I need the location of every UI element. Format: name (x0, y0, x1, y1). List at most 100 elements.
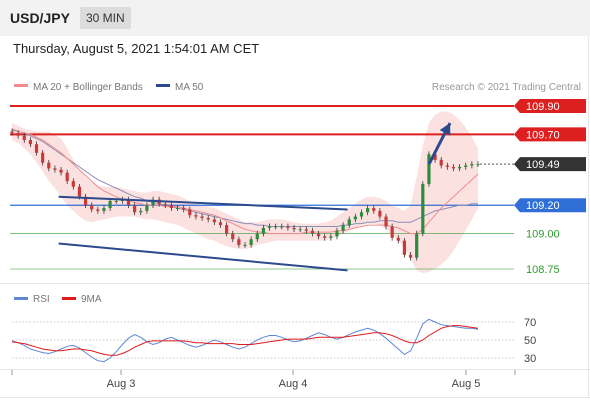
candle-body (427, 154, 431, 184)
candle-body (231, 233, 235, 240)
x-tick-label: Aug 4 (279, 378, 308, 390)
candle-body (16, 132, 20, 136)
candle-body (298, 229, 302, 231)
candle-body (237, 239, 241, 245)
rsi-tick-label: 70 (524, 317, 536, 329)
channel-trendline (58, 242, 348, 272)
candle-body (200, 216, 204, 218)
pivot-badge (514, 198, 586, 213)
support-level-label: 109.00 (526, 229, 560, 241)
candle-body (71, 181, 75, 187)
resistance-level-label: 109.70 (526, 129, 560, 141)
candle-body (415, 233, 419, 258)
candle-body (390, 226, 394, 238)
ma20-legend-swatch (14, 84, 28, 87)
projection-arrowhead (439, 123, 451, 136)
candle-body (372, 208, 376, 211)
rsi-ma-line (11, 325, 479, 356)
ma20-legend-label: MA 20 + Bollinger Bands (33, 82, 143, 93)
x-tick-label: Aug 3 (107, 378, 136, 390)
candle-body (182, 208, 186, 210)
resistance-badge (514, 127, 586, 142)
candle-body (22, 135, 26, 141)
rsi-tick-label: 50 (524, 335, 536, 347)
ma20-line (11, 128, 479, 235)
ma50-legend-swatch (156, 84, 170, 87)
panel-divider (0, 283, 590, 284)
candle-body (316, 233, 321, 237)
channel-trendline (58, 195, 348, 211)
candle-body (366, 208, 370, 213)
candle-body (347, 219, 351, 226)
bollinger-band (12, 111, 478, 274)
candle-body (225, 225, 229, 234)
candle-body (34, 144, 39, 153)
candle-body (212, 219, 216, 223)
rsi-legend-label: RSI (33, 294, 50, 305)
candle-body (90, 205, 94, 210)
candle-body (286, 226, 290, 228)
rsi-tick-label: 30 (524, 353, 536, 365)
candle-body (267, 226, 272, 228)
candle-body (470, 164, 474, 166)
copyright-credit: Research © 2021 Trading Central (432, 82, 581, 93)
candle-body (458, 166, 462, 169)
candle-body (59, 169, 63, 173)
candle-body (163, 203, 167, 206)
candle-body (402, 240, 407, 255)
candle-body (151, 199, 155, 206)
candle-body (188, 209, 192, 216)
candle-body (304, 229, 308, 231)
candle-body (194, 215, 198, 217)
candle-body (28, 140, 32, 145)
candle-body (274, 226, 278, 228)
candle-body (359, 212, 364, 217)
candle-body (329, 236, 333, 238)
resistance-badge (514, 99, 586, 113)
candle-body (41, 152, 45, 163)
rsi-line (11, 318, 479, 363)
candle-body (133, 205, 137, 213)
candle-body (53, 168, 57, 170)
candle-body (243, 244, 247, 246)
candle-body (396, 237, 400, 241)
candle-body (47, 162, 51, 169)
candle-body (10, 131, 14, 133)
candle-body (439, 159, 443, 166)
candle-body (310, 230, 315, 234)
support-level-label: 108.75 (526, 264, 560, 276)
candle-body (408, 254, 413, 258)
candle-body (218, 222, 223, 226)
candle-body (255, 233, 259, 240)
candle-body (280, 226, 284, 228)
candle-body (145, 205, 149, 211)
candle-body (139, 210, 143, 213)
candle-body (476, 164, 480, 166)
candle-body (335, 230, 339, 237)
candle-body (261, 227, 265, 234)
pivot-level-label: 109.20 (526, 200, 560, 212)
timeframe-button[interactable]: 30 MIN (80, 7, 131, 29)
ma50-line (11, 129, 478, 227)
last-level-label: 109.49 (526, 159, 560, 171)
panel-divider (0, 369, 590, 370)
timestamp: Thursday, August 5, 2021 1:54:01 AM CET (13, 41, 260, 56)
candle-body (378, 210, 382, 217)
candle-body (353, 216, 357, 220)
candle-body (464, 165, 468, 167)
x-tick-label: Aug 5 (452, 378, 481, 390)
candle-body (102, 208, 106, 211)
last-badge (514, 157, 586, 172)
candle-body (341, 225, 345, 231)
candle-body (114, 200, 118, 202)
candle-body (249, 239, 253, 245)
candle-body (421, 183, 425, 234)
candle-body (451, 166, 456, 169)
chart-bottom-border (0, 397, 590, 398)
rsi-legend-swatch (14, 297, 28, 300)
candle-body (83, 196, 88, 206)
rsi-ma-legend-swatch (62, 297, 76, 300)
candle-body (445, 165, 449, 167)
candle-body (169, 205, 174, 209)
candle-body (175, 208, 180, 210)
